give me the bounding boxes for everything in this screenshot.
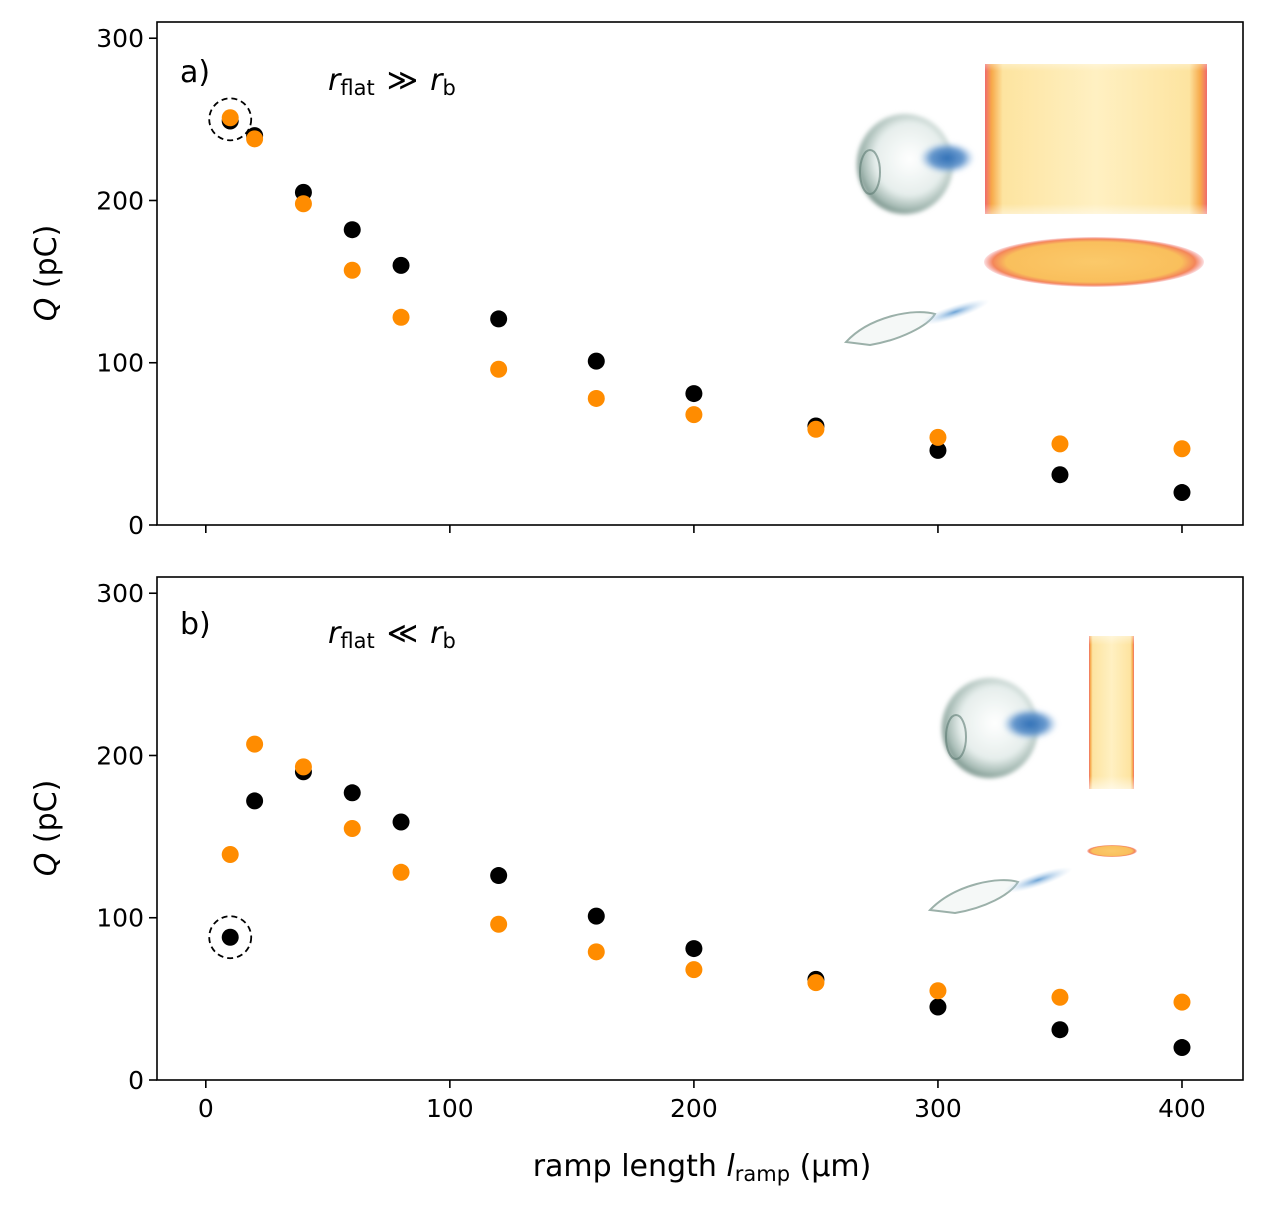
sphere-shape bbox=[857, 114, 953, 214]
y-axis-title: Q (pC) bbox=[29, 225, 64, 322]
x-tick-label: 400 bbox=[1158, 1094, 1206, 1123]
inset-illustration bbox=[927, 632, 1137, 915]
panel-b: 0 100 200 300 0 100 200 300 400 Q (pC) b) rflat… bbox=[29, 576, 1244, 1123]
flat-top-cylinder bbox=[985, 58, 1207, 220]
data-point-orange bbox=[246, 130, 264, 148]
data-point-orange bbox=[807, 974, 825, 992]
data-point-orange bbox=[490, 915, 508, 933]
electron-bunch-blob bbox=[1002, 708, 1058, 740]
data-point-black bbox=[343, 221, 361, 239]
data-point-orange bbox=[685, 961, 703, 979]
electron-bunch-blob bbox=[919, 142, 975, 174]
x-ticks bbox=[205, 525, 1183, 533]
y-tick-label: 100 bbox=[96, 349, 144, 378]
highlight-ring bbox=[208, 915, 253, 960]
y-tick-label: 200 bbox=[96, 741, 144, 770]
y-tick-label: 0 bbox=[128, 1066, 144, 1095]
axes-frame bbox=[156, 21, 1244, 526]
data-point-black bbox=[246, 792, 264, 810]
y-tick-label: 300 bbox=[96, 579, 144, 608]
data-point-black bbox=[1051, 466, 1069, 484]
data-point-orange bbox=[929, 982, 947, 1000]
data-point-orange bbox=[490, 360, 508, 378]
panel-label: b) bbox=[180, 607, 211, 642]
data-point-black bbox=[343, 784, 361, 802]
x-tick-label: 300 bbox=[914, 1094, 962, 1123]
data-point-orange bbox=[343, 820, 361, 837]
sphere-shape bbox=[942, 678, 1038, 778]
data-point-black bbox=[685, 385, 703, 403]
data-point-orange bbox=[1051, 435, 1069, 453]
data-point-orange bbox=[246, 735, 264, 753]
y-ticks: 0 100 200 300 bbox=[96, 24, 157, 540]
data-point-black bbox=[392, 813, 410, 831]
panel-label: a) bbox=[180, 55, 210, 90]
y-tick-label: 100 bbox=[96, 904, 144, 933]
data-point-orange bbox=[587, 943, 605, 961]
y-tick-label: 0 bbox=[128, 511, 144, 540]
x-tick-label: 100 bbox=[426, 1094, 474, 1123]
y-ticks: 0 100 200 300 bbox=[96, 579, 157, 1095]
data-point-orange bbox=[343, 261, 361, 279]
highlight-ring bbox=[208, 97, 253, 142]
data-point-orange bbox=[587, 389, 605, 407]
x-axis-title: ramp length lramp (μm) bbox=[533, 1149, 872, 1186]
data-point-black bbox=[1051, 1021, 1069, 1039]
annotation-relation: rflat ≪ rb bbox=[328, 616, 456, 653]
sphere-shape bbox=[859, 149, 881, 195]
data-point-orange bbox=[294, 758, 312, 776]
data-point-orange bbox=[392, 863, 410, 881]
data-point-orange bbox=[929, 428, 947, 446]
data-point-black bbox=[685, 940, 703, 958]
data-point-black bbox=[587, 352, 605, 370]
side-view-shape bbox=[927, 879, 1020, 915]
x-tick-label: 200 bbox=[670, 1094, 718, 1123]
data-point-orange bbox=[392, 308, 410, 326]
data-marks bbox=[208, 97, 1191, 502]
data-point-black bbox=[929, 441, 947, 459]
side-blob bbox=[1003, 867, 1073, 893]
data-point-black bbox=[392, 256, 410, 274]
data-point-orange bbox=[221, 845, 239, 863]
data-point-black bbox=[490, 310, 508, 328]
data-point-orange bbox=[807, 420, 825, 438]
inset-illustration bbox=[843, 58, 1207, 347]
sphere-shape bbox=[945, 714, 967, 760]
data-point-black bbox=[1173, 484, 1191, 502]
side-view-shape bbox=[843, 311, 937, 347]
data-point-orange bbox=[1173, 440, 1191, 458]
x-tick-label: 0 bbox=[198, 1094, 214, 1123]
flat-top-disk bbox=[1087, 845, 1137, 857]
x-ticks: 0 100 200 300 400 bbox=[198, 1080, 1206, 1123]
data-point-black bbox=[1173, 1039, 1191, 1057]
axes-frame bbox=[156, 576, 1244, 1081]
flat-top-cylinder bbox=[1089, 632, 1134, 792]
flat-top-disk bbox=[984, 237, 1204, 287]
data-point-black bbox=[221, 928, 239, 946]
data-point-black bbox=[587, 907, 605, 925]
data-point-orange bbox=[1173, 993, 1191, 1011]
y-tick-label: 200 bbox=[96, 186, 144, 215]
data-point-orange bbox=[1051, 988, 1069, 1006]
y-tick-label: 300 bbox=[96, 24, 144, 53]
data-point-black bbox=[929, 998, 947, 1016]
data-point-black bbox=[490, 867, 508, 885]
data-marks bbox=[208, 735, 1191, 1057]
data-point-orange bbox=[294, 195, 312, 213]
y-axis-title: Q (pC) bbox=[29, 780, 64, 877]
panel-a: 0 100 200 300 Q (pC) a) rflat ≫ rb bbox=[29, 21, 1244, 540]
annotation-relation: rflat ≫ rb bbox=[328, 63, 456, 100]
side-blob bbox=[920, 299, 990, 325]
data-point-orange bbox=[685, 406, 703, 424]
data-point-orange bbox=[221, 109, 239, 127]
